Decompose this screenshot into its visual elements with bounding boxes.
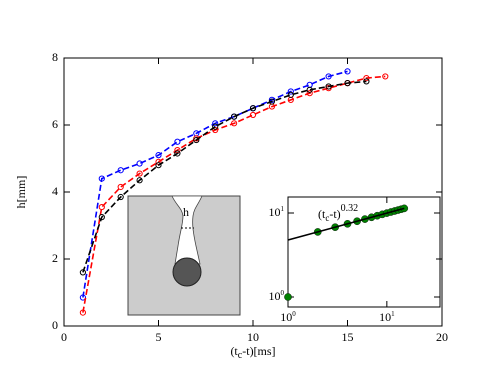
x-tick-label: 15 [342, 330, 354, 344]
point [344, 68, 351, 75]
x-label-sub: c [238, 350, 243, 361]
y-tick-label: 4 [52, 184, 58, 198]
point [98, 214, 105, 221]
point [231, 113, 238, 120]
x-tick-label: 100 [280, 310, 296, 324]
series-line [82, 75, 386, 313]
y-axis-label: h[mm] [14, 176, 28, 209]
point [79, 309, 87, 316]
tick-base: 10 [269, 205, 281, 219]
point [79, 269, 87, 276]
point [363, 75, 370, 82]
series-line [82, 70, 348, 298]
point [249, 105, 257, 112]
point [98, 175, 105, 182]
inset-frame [287, 196, 441, 308]
inset-annotation: (tc-t)0.32 [318, 203, 358, 223]
tick-power: 0 [281, 289, 285, 297]
point [268, 98, 275, 105]
point [193, 136, 200, 144]
point [363, 78, 370, 85]
point [98, 203, 105, 211]
x-label-main: (t [230, 344, 238, 358]
tick-power: 1 [391, 310, 395, 318]
y-tick-label: 6 [52, 117, 58, 131]
point [344, 80, 351, 87]
point [117, 193, 124, 201]
point [155, 152, 162, 159]
y-tick-label: 8 [52, 50, 58, 64]
tick-power: 1 [281, 205, 285, 213]
point [174, 138, 181, 145]
point [136, 160, 143, 167]
tick-base: 10 [280, 310, 292, 324]
point [284, 293, 292, 301]
y-tick-label: 101 [269, 205, 285, 219]
annotation-rest: -t) [329, 207, 340, 221]
x-label-rest: -t)[ms] [242, 344, 275, 358]
tick-base: 10 [269, 289, 281, 303]
x-tick-label: 10 [247, 330, 259, 344]
annotation-sup: 0.32 [341, 203, 359, 214]
point [212, 120, 219, 127]
diagram: h [127, 195, 241, 316]
point [136, 170, 143, 177]
x-axis-label: (tc-t)[ms] [230, 344, 275, 362]
diagram-label: h [183, 205, 189, 219]
point [306, 86, 313, 93]
point [117, 167, 124, 174]
point [79, 294, 87, 301]
point [306, 90, 313, 97]
point [287, 88, 294, 95]
point [325, 83, 332, 90]
x-tick-label: 5 [156, 330, 162, 344]
x-tick-label: 20 [436, 330, 448, 344]
tick-base: 10 [379, 310, 391, 324]
y-tick-label: 0 [52, 318, 58, 332]
point [287, 91, 294, 98]
point [212, 123, 219, 130]
x-tick-label: 0 [61, 330, 67, 344]
point [174, 150, 181, 157]
point [231, 120, 238, 127]
annotation-sub: c [325, 213, 329, 223]
point [136, 177, 143, 184]
point [117, 183, 124, 191]
fit-line [287, 207, 405, 241]
point [249, 111, 257, 119]
point [155, 162, 162, 169]
y-tick-label: 100 [269, 289, 285, 303]
annotation-main: (t [318, 207, 326, 221]
tick-power: 0 [292, 310, 296, 318]
point [325, 73, 332, 80]
x-tick-label: 101 [379, 310, 395, 324]
series-line [82, 80, 367, 273]
point [382, 73, 389, 80]
y-tick-label: 2 [52, 251, 58, 265]
